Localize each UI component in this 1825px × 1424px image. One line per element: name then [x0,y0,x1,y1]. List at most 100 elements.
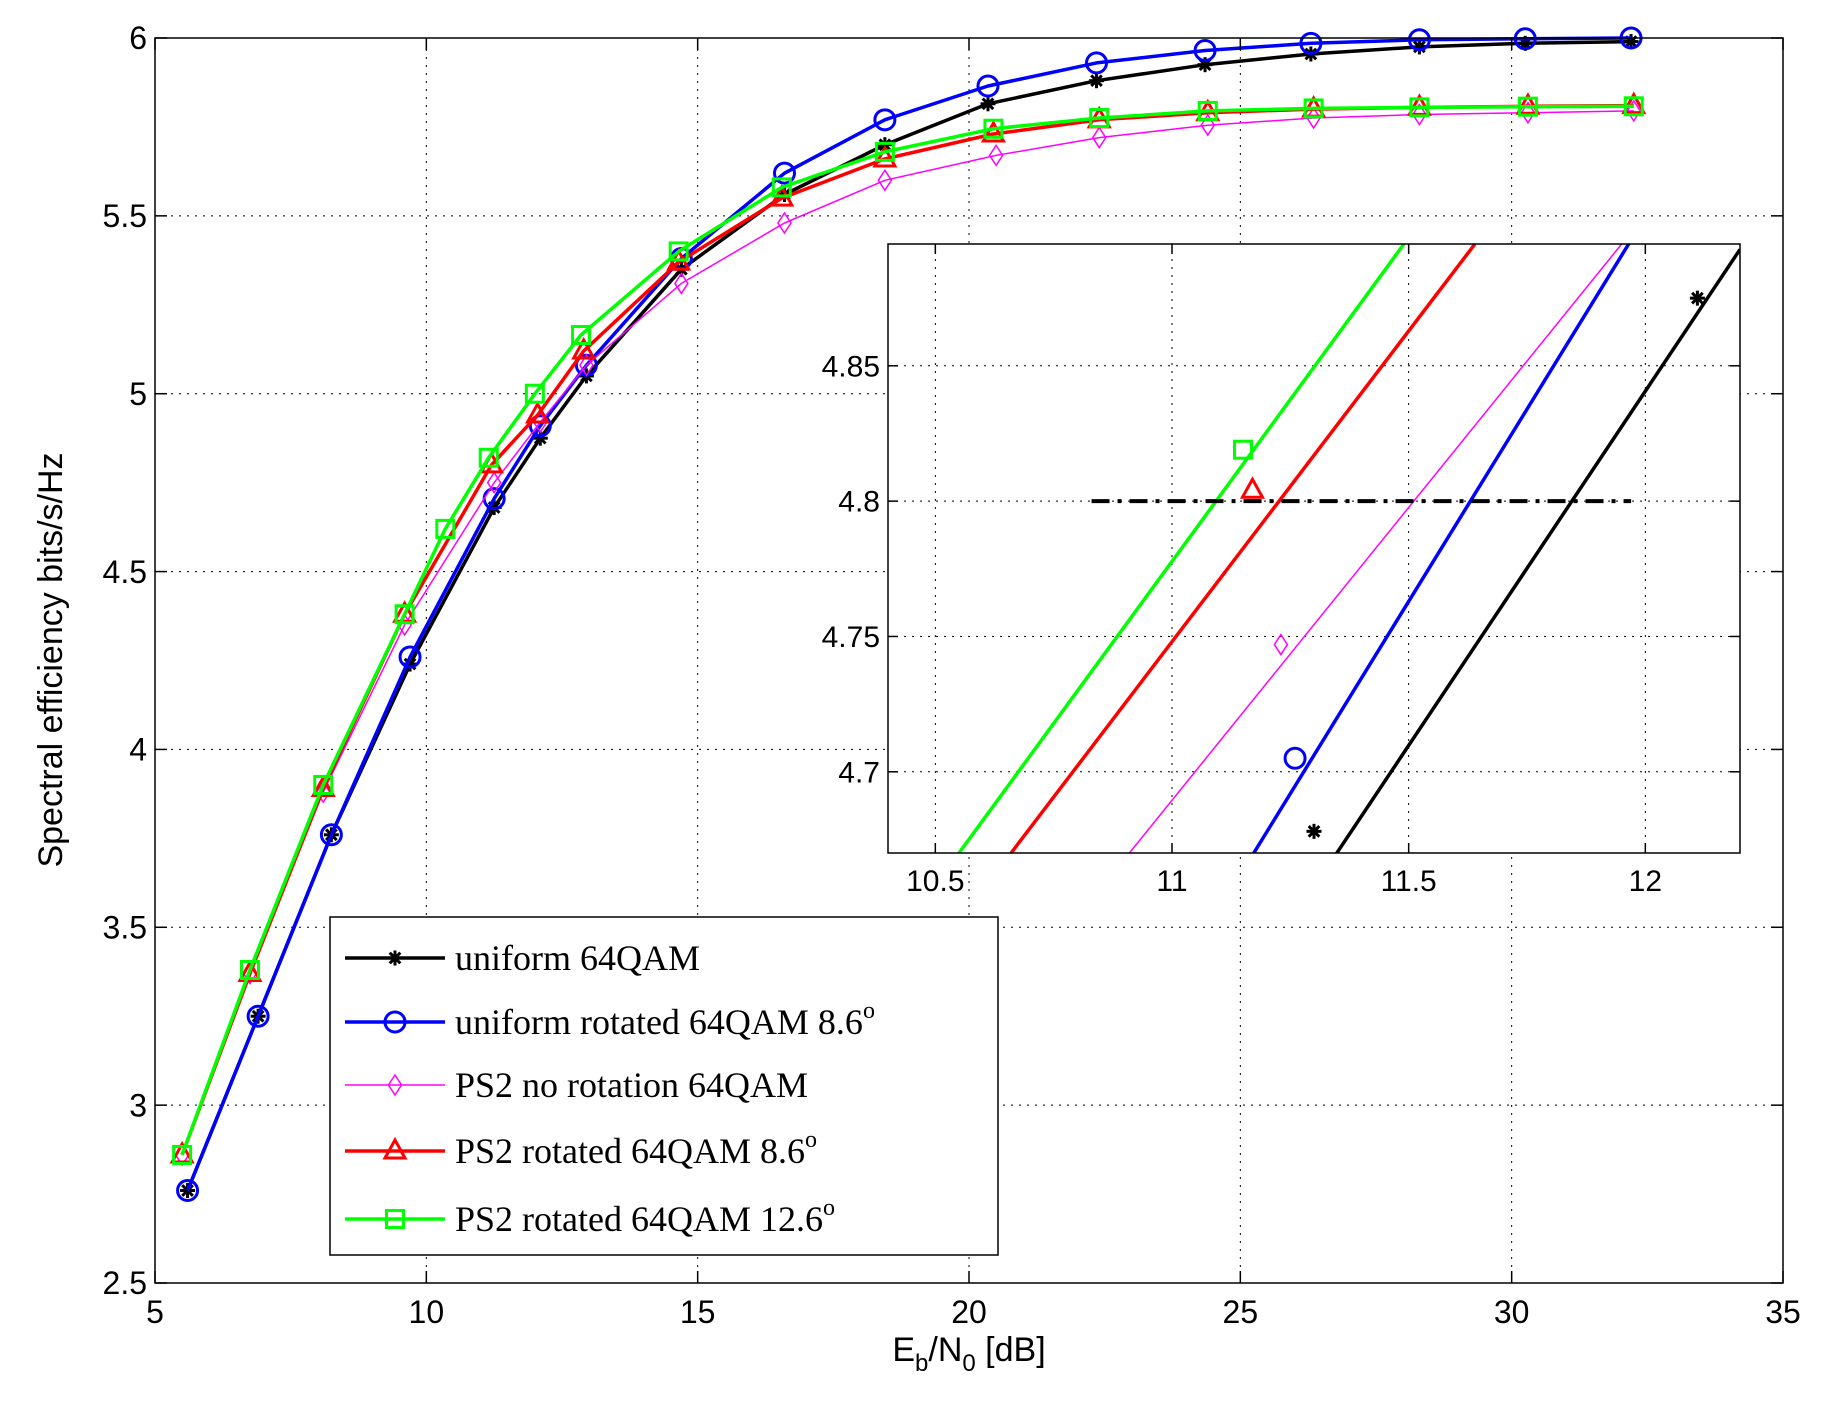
main-series-2-point-12 [1200,113,1216,137]
main-series-4-point-5 [478,447,499,468]
main-series-3-point-9 [872,144,898,168]
legend-items: uniform 64QAM uniform rotated 64QAM 8.6o P… [345,938,875,1239]
inset-series-3-point-0 [1239,476,1266,499]
main-series-4-point-0 [172,1144,193,1165]
legend-marker-0 [387,950,403,966]
legend-box [329,916,999,1256]
main-x-tick-label-5: 30 [1494,1294,1530,1330]
main-series-1-point-5 [528,414,552,438]
inset-series-4 [957,244,1406,853]
legend-label-3: PS2 rotated 64QAM 8.6o [455,1127,817,1171]
legend-marker-4 [385,1209,405,1229]
inset-x-tick-label-2: 11.5 [1381,865,1437,898]
main-series-4-point-3 [394,604,415,625]
main-series-4-point-10 [874,141,895,162]
main-series-4-point-1 [239,959,260,980]
inset-series-0 [1306,248,1740,853]
main-series-1-point-3 [398,645,422,669]
main-ticks [154,37,1784,1284]
main-x-tick-label-2: 15 [680,1294,716,1330]
legend-item-3: PS2 rotated 64QAM 8.6o [345,1127,817,1171]
inset-series-0-point-0 [1306,823,1322,839]
legend-item-2: PS2 no rotation 64QAM [345,1065,808,1105]
legend-label-1: uniform rotated 64QAM 8.6o [455,998,875,1042]
inset-series-group [957,244,1740,853]
main-series-4-point-13 [1197,100,1218,121]
legend-label-text-2: PS2 no rotation 64QAM [455,1065,808,1105]
main-series-4 [172,96,1644,1165]
main-series-4-point-2 [313,775,334,795]
inset-series-line-2 [1128,244,1623,853]
main-series-3-point-15 [1515,92,1541,115]
inset-x-tick-label-0: 10.5 [906,865,964,898]
main-x-tick-label-0: 5 [146,1294,164,1330]
inset-series-2-point-0 [1273,633,1289,656]
legend-item-4: PS2 rotated 64QAM 12.6o [345,1195,835,1239]
inset-tick-labels: 10.5 11 11.5 12 4.7 4.75 4.8 4.85 [822,350,1662,898]
main-series-2-point-14 [1412,103,1427,126]
x-axis-title-unit: [dB] [976,1331,1046,1369]
y-axis-title: Spectral efficiency bits/s/Hz [32,452,70,867]
legend-label-0: uniform 64QAM [455,938,700,978]
main-series-group [169,26,1647,1203]
main-series-4-point-7 [570,325,591,346]
inset-series-3 [1009,244,1477,853]
main-series-line-1 [185,36,1632,1192]
main-y-tick-label-1: 3 [129,1087,147,1123]
main-series-1-point-8 [772,161,796,185]
legend-label-degree-1: o [863,998,875,1024]
main-series-3-point-2 [310,774,336,798]
main-y-tick-label-2: 3.5 [103,909,147,945]
inset-series-0-point-1 [1689,290,1705,306]
main-series-2-point-9 [877,168,893,192]
inset-series-4-point-0 [1233,439,1253,460]
main-series-3-point-16 [1621,91,1647,115]
main-series-4-point-17 [1623,96,1644,117]
inset-y-tick-label-3: 4.85 [822,350,880,383]
legend-label-text-4: PS2 rotated 64QAM 12.6 [455,1199,823,1239]
x-axis-title-sub-0: 0 [962,1350,975,1377]
main-series-4-point-4 [435,518,456,539]
inset-series-1 [1251,244,1631,853]
main-series-4-point-9 [771,177,792,198]
main-series-2-point-7 [673,272,689,295]
main-y-tick-label-0: 2.5 [103,1265,147,1301]
inset-plot-frame [887,243,1741,854]
main-series-1-point-11 [1085,51,1109,75]
inset-plot-background [888,244,1740,853]
main-series-4-point-11 [983,118,1004,139]
inset-series-line-4 [957,244,1406,853]
legend-label-text-0: uniform 64QAM [455,938,700,978]
main-series-4-point-6 [524,383,545,404]
legend-label-text-3: PS2 rotated 64QAM 8.6 [455,1131,805,1171]
main-series-1-point-2 [319,823,343,847]
main-series-4-point-12 [1089,108,1110,129]
inset-y-tick-label-2: 4.8 [838,486,880,519]
legend-label-2: PS2 no rotation 64QAM [455,1065,808,1105]
legend-label-degree-3: o [805,1127,817,1153]
x-axis-title: Eb/N0 [dB] [892,1331,1045,1377]
inset-series-line-0 [1334,248,1740,853]
inset-ticks [888,244,1740,853]
legend-label-4: PS2 rotated 64QAM 12.6o [455,1195,835,1239]
main-series-3-point-5 [525,400,551,424]
legend-marker-1 [383,1010,407,1034]
main-series-4-point-16 [1517,96,1538,117]
main-series-2-point-8 [777,211,792,235]
main-x-tick-label-4: 25 [1223,1294,1259,1330]
main-series-line-4 [180,104,1634,1156]
inset-plot: 10.5 11 11.5 12 4.7 4.75 4.8 4.85 [822,243,1741,898]
inset-clipped-area [957,244,1740,853]
main-series-1-point-12 [1193,38,1217,62]
main-series-4-point-8 [668,241,689,262]
main-y-tick-label-3: 4 [129,732,147,768]
main-y-tick-label-7: 6 [129,20,147,56]
main-x-tick-label-3: 20 [951,1294,987,1330]
main-series-0-point-10 [980,96,996,112]
main-series-1-point-9 [873,108,897,132]
x-axis-title-e: E [892,1331,915,1369]
main-series-1-point-0 [176,1179,200,1203]
inset-series-line-3 [1009,244,1477,853]
inset-y-tick-label-0: 4.7 [838,756,880,789]
